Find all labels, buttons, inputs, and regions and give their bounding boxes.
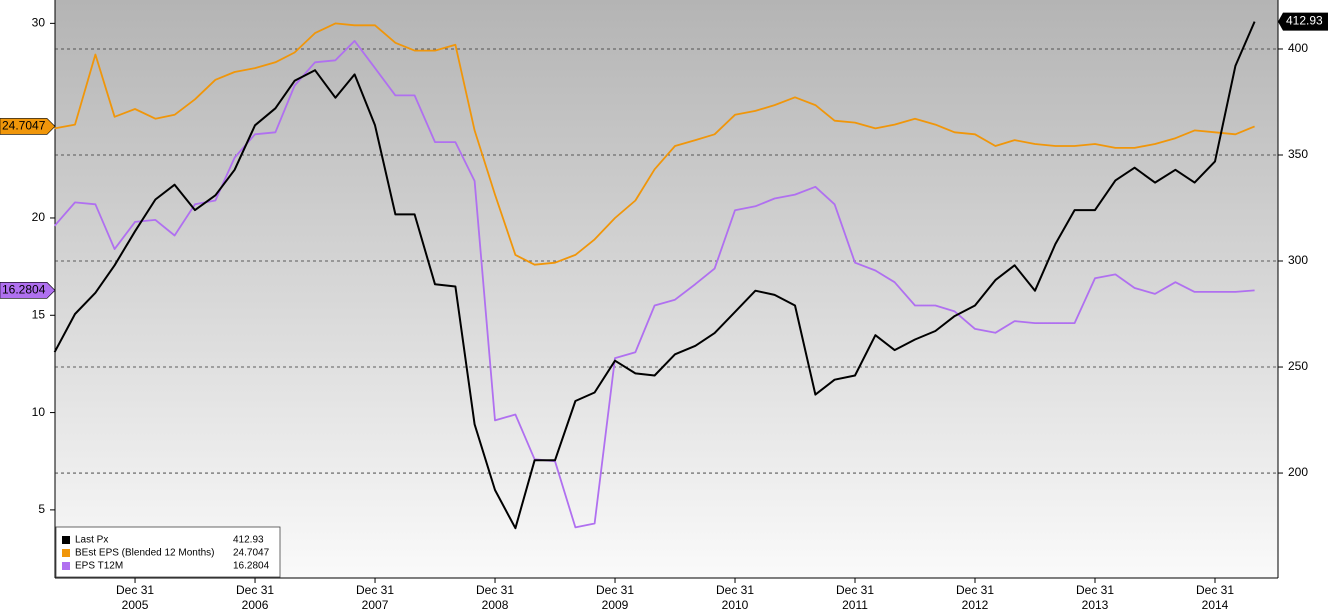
- badge-bg: [0, 282, 56, 299]
- badge-bg: [0, 118, 56, 135]
- legend: Last Px 412.93 BEst EPS (Blended 12 Months…: [55, 526, 281, 578]
- badge-bg: [1278, 12, 1328, 31]
- x-tick-label: Dec 31: [116, 583, 154, 597]
- x-tick-label: Dec 31: [596, 583, 634, 597]
- series-line: [54, 22, 1255, 266]
- series-line: [53, 21, 1256, 530]
- legend-box: [55, 526, 281, 578]
- y-tick-label: 20: [32, 210, 46, 224]
- last-value-badge: 412.93: [1278, 12, 1328, 31]
- badge-label: 16.2804: [2, 283, 46, 297]
- y2-tick-label: 400: [1288, 41, 1308, 55]
- y-tick-label: 30: [32, 16, 46, 30]
- x-tick-year: 2011: [842, 598, 868, 612]
- legend-swatch: [62, 549, 70, 557]
- last-value-badge: 24.7047: [0, 118, 56, 135]
- legend-value: 412.93: [233, 535, 264, 546]
- series-line: [53, 40, 1255, 529]
- legend-label: EPS T12M: [75, 561, 123, 572]
- legend-swatch: [62, 536, 70, 544]
- x-tick-year: 2007: [362, 598, 389, 612]
- y2-tick-label: 350: [1288, 147, 1308, 161]
- x-tick-label: Dec 31: [836, 583, 874, 597]
- x-tick-year: 2013: [1082, 598, 1109, 612]
- y2-tick-label: 200: [1288, 465, 1308, 479]
- y2-tick-label: 300: [1288, 253, 1308, 267]
- x-tick-year: 2010: [722, 598, 749, 612]
- y-tick-label: 5: [38, 502, 45, 516]
- x-tick-label: Dec 31: [716, 583, 754, 597]
- x-tick-year: 2014: [1202, 598, 1229, 612]
- legend-value: 24.7047: [233, 548, 270, 559]
- x-tick-label: Dec 31: [236, 583, 274, 597]
- y-tick-label: 15: [32, 307, 46, 321]
- x-tick-year: 2005: [122, 598, 149, 612]
- x-tick-year: 2009: [602, 598, 629, 612]
- legend-label: BEst EPS (Blended 12 Months): [75, 548, 215, 559]
- last-value-badge: 16.2804: [0, 282, 56, 299]
- legend-swatch: [62, 562, 70, 570]
- x-tick-year: 2006: [242, 598, 269, 612]
- y-tick-label: 10: [32, 405, 46, 419]
- x-tick-label: Dec 31: [1196, 583, 1234, 597]
- x-tick-year: 2012: [962, 598, 989, 612]
- plot-area: [55, 0, 1278, 578]
- legend-value: 16.2804: [233, 561, 270, 572]
- x-tick-label: Dec 31: [956, 583, 994, 597]
- x-tick-label: Dec 31: [476, 583, 514, 597]
- x-tick-label: Dec 31: [356, 583, 394, 597]
- badge-label: 24.7047: [2, 119, 46, 133]
- y2-tick-label: 250: [1288, 359, 1308, 373]
- x-tick-year: 2008: [482, 598, 509, 612]
- legend-label: Last Px: [75, 535, 108, 546]
- x-tick-label: Dec 31: [1076, 583, 1114, 597]
- badge-label: 412.93: [1286, 14, 1323, 28]
